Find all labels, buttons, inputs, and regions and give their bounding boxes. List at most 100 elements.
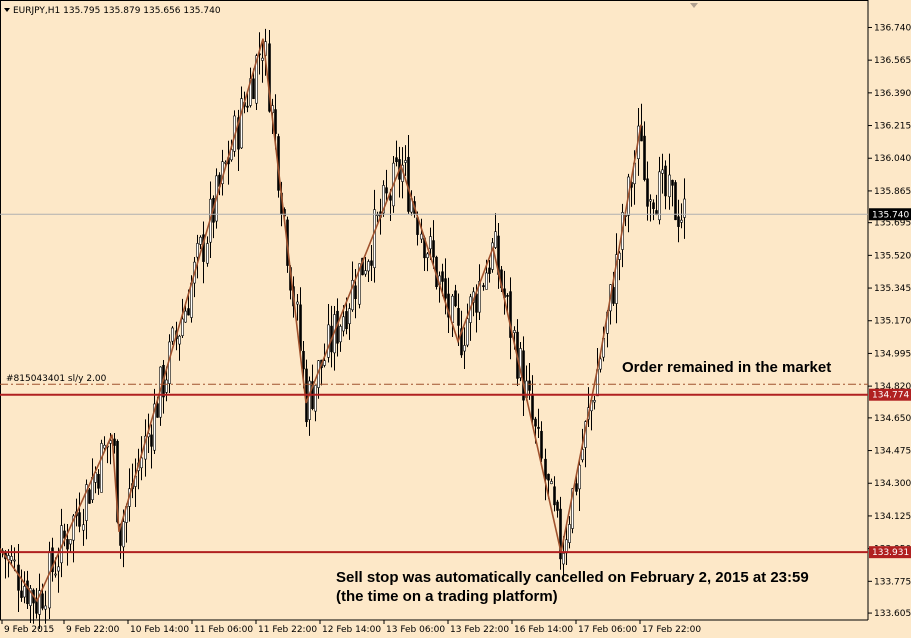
candle-body xyxy=(466,318,469,346)
candle-body xyxy=(652,202,655,209)
candle-body xyxy=(565,539,568,554)
candle-body xyxy=(544,458,547,480)
candle-body xyxy=(13,559,16,562)
price-tick-label: 134.300 xyxy=(874,479,911,489)
candle-body xyxy=(429,236,432,250)
candle-body xyxy=(314,385,317,412)
candle-body xyxy=(345,311,348,330)
candle-body xyxy=(351,280,354,311)
candle-body xyxy=(268,43,271,112)
candle-body xyxy=(571,488,574,529)
time-tick-label: 17 Feb 06:00 xyxy=(578,625,637,635)
candle-body xyxy=(181,318,184,336)
candle-body xyxy=(88,489,91,504)
candle-body xyxy=(376,214,379,216)
price-tick-label: 135.170 xyxy=(874,317,911,327)
candle-body xyxy=(361,257,364,276)
candle-body xyxy=(54,573,57,576)
price-tick-label: 133.605 xyxy=(874,609,911,619)
candle-body xyxy=(48,551,51,609)
candle-body xyxy=(646,178,649,207)
time-tick-label: 10 Feb 14:00 xyxy=(130,625,189,635)
price-tick-label: 136.040 xyxy=(874,154,911,164)
candle-body xyxy=(389,195,392,201)
candle-body xyxy=(38,590,41,615)
time-tick-label: 11 Feb 06:00 xyxy=(194,625,253,635)
price-tick-label: 134.820 xyxy=(874,382,911,392)
time-tick-label: 13 Feb 06:00 xyxy=(386,625,445,635)
candle-body xyxy=(69,539,72,545)
candle-body xyxy=(668,174,671,198)
candle-body xyxy=(51,547,54,573)
candle-body xyxy=(485,272,488,290)
candle-body xyxy=(649,199,652,202)
candle-body xyxy=(460,328,463,356)
zigzag-line xyxy=(0,38,642,603)
candle-body xyxy=(122,521,125,548)
candle-body xyxy=(23,586,26,598)
candle-body xyxy=(29,588,32,606)
price-tick-label: 136.565 xyxy=(874,56,911,66)
candle-body xyxy=(354,285,357,300)
candle-body xyxy=(680,219,683,223)
level-label: 134.774 xyxy=(872,391,909,401)
candle-body xyxy=(156,403,159,418)
candle-body xyxy=(568,524,571,543)
time-tick-label: 16 Feb 14:00 xyxy=(514,625,573,635)
candle-body xyxy=(547,473,550,481)
candle-body xyxy=(454,290,457,307)
candle-body xyxy=(255,55,258,104)
candle-body xyxy=(327,324,330,358)
candle-body xyxy=(103,444,106,449)
candle-body xyxy=(367,261,370,272)
candle-body xyxy=(308,380,311,420)
candle-body xyxy=(615,254,618,304)
candle-body xyxy=(20,590,23,598)
candle-body xyxy=(531,393,534,420)
candle-body xyxy=(199,236,202,245)
price-tick-label: 135.345 xyxy=(874,284,911,294)
candle-body xyxy=(261,57,264,61)
candle-body xyxy=(534,418,537,427)
candle-body xyxy=(35,598,38,614)
candle-body xyxy=(144,435,147,460)
candle-body xyxy=(683,198,686,218)
candle-body xyxy=(240,98,243,149)
candle-body xyxy=(382,185,385,214)
candle-body xyxy=(575,483,578,492)
candle-body xyxy=(206,243,209,264)
candle-body xyxy=(85,484,88,521)
level-tag xyxy=(869,546,911,559)
shift-marker-icon[interactable] xyxy=(690,3,698,8)
price-tick-label: 136.215 xyxy=(874,122,911,132)
price-tick-label: 134.475 xyxy=(874,447,911,457)
price-tick-label: 136.390 xyxy=(874,89,911,99)
chevron-down-icon[interactable] xyxy=(4,8,10,12)
price-tick-label: 134.650 xyxy=(874,414,911,424)
candle-body xyxy=(671,179,674,186)
candle-body xyxy=(506,295,509,297)
current-price-tag xyxy=(869,208,911,221)
candle-body xyxy=(385,187,388,194)
candle-body xyxy=(444,278,447,299)
candle-body xyxy=(581,449,584,461)
candle-body xyxy=(528,380,531,391)
candle-body xyxy=(426,253,429,258)
time-tick-label: 12 Feb 14:00 xyxy=(322,625,381,635)
candle-body xyxy=(72,515,75,541)
candle-body xyxy=(323,360,326,366)
candle-body xyxy=(196,243,199,258)
price-tick-label: 136.740 xyxy=(874,23,911,33)
candle-body xyxy=(187,308,190,316)
candle-body xyxy=(553,486,556,506)
candle-body xyxy=(184,310,187,323)
candle-body xyxy=(97,473,100,489)
time-tick-label: 13 Feb 22:00 xyxy=(450,625,509,635)
candle-body xyxy=(441,271,444,282)
price-tick-label: 134.125 xyxy=(874,512,911,522)
current-price-label: 135.740 xyxy=(872,210,909,220)
candle-body xyxy=(302,351,305,370)
candle-body xyxy=(457,308,460,326)
